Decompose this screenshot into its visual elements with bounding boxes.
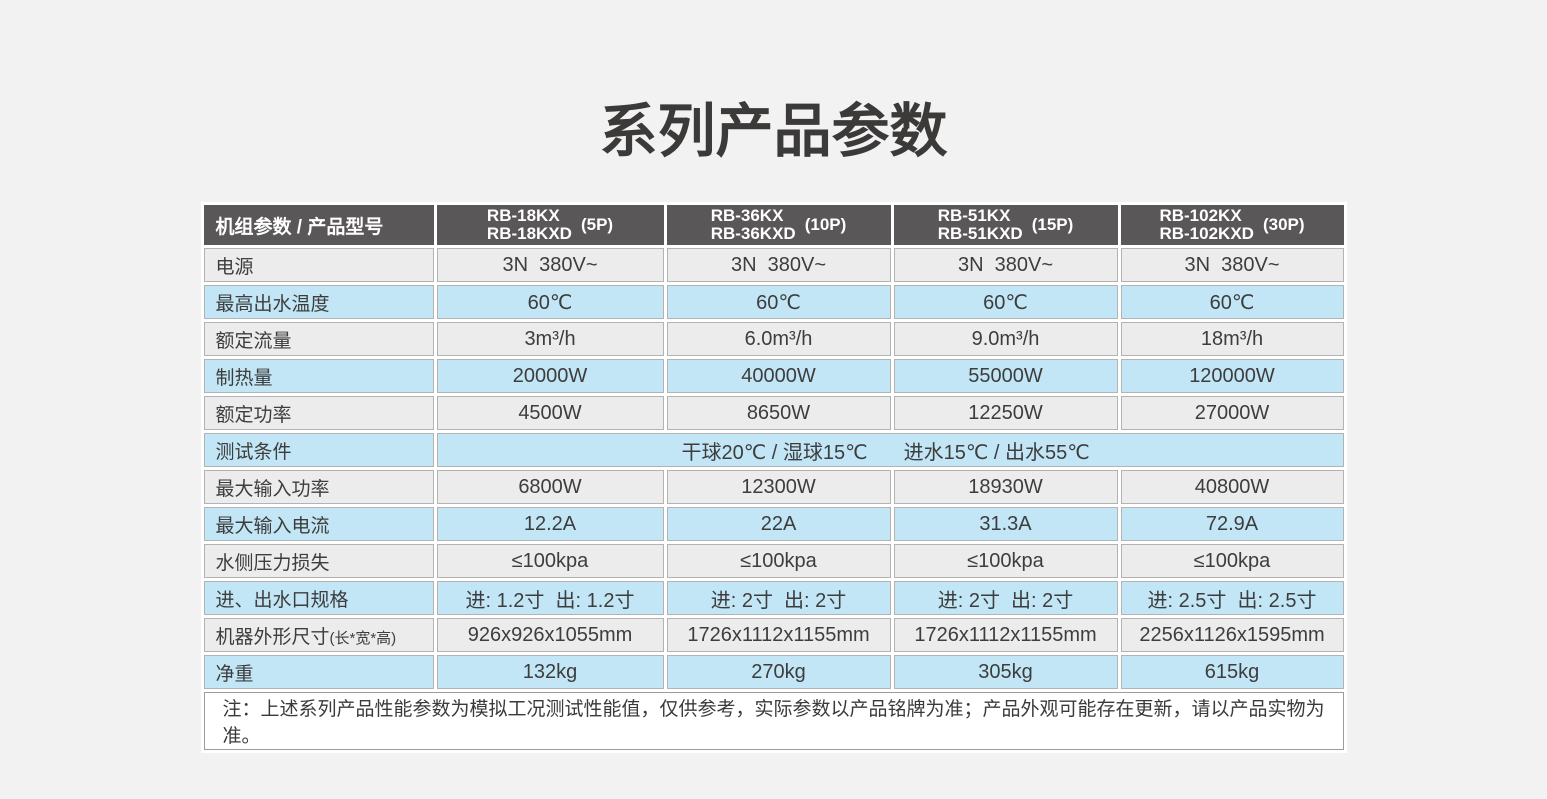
- param-value: 18m³/h: [1120, 322, 1344, 356]
- param-value: 31.3A: [893, 507, 1118, 541]
- param-label: 最大输入电流: [203, 507, 434, 541]
- param-value: 60℃: [893, 285, 1118, 319]
- table-row: 测试条件 干球20℃ / 湿球15℃ 进水15℃ / 出水55℃: [203, 433, 1344, 467]
- table-row: 水侧压力损失 ≤100kpa ≤100kpa ≤100kpa ≤100kpa: [203, 544, 1344, 578]
- param-value: 8650W: [666, 396, 891, 430]
- param-value: 4500W: [436, 396, 664, 430]
- param-value: 20000W: [436, 359, 664, 393]
- param-value: 27000W: [1120, 396, 1344, 430]
- param-value: 22A: [666, 507, 891, 541]
- param-label: 进、出水口规格: [203, 581, 434, 615]
- param-value: 2256x1126x1595mm: [1120, 618, 1344, 652]
- param-label: 水侧压力损失: [203, 544, 434, 578]
- note-row: 注：上述系列产品性能参数为模拟工况测试性能值，仅供参考，实际参数以产品铭牌为准；…: [203, 692, 1344, 750]
- param-value: 615kg: [1120, 655, 1344, 689]
- param-value: 305kg: [893, 655, 1118, 689]
- table-body: 电源 3N 380V~ 3N 380V~ 3N 380V~ 3N 380V~ 最高出水温度…: [203, 248, 1344, 689]
- param-value: 12300W: [666, 470, 891, 504]
- param-value: ≤100kpa: [893, 544, 1118, 578]
- param-value: 进: 2寸 出: 2寸: [893, 581, 1118, 615]
- param-label: 测试条件: [203, 433, 434, 467]
- model-names: RB-51KX RB-51KXD: [937, 206, 1023, 243]
- param-value: ≤100kpa: [436, 544, 664, 578]
- param-value: 3m³/h: [436, 322, 664, 356]
- param-value: 60℃: [436, 285, 664, 319]
- model-capacity: (30P): [1262, 215, 1305, 234]
- param-value: 3N 380V~: [436, 248, 664, 282]
- param-label: 最大输入功率: [203, 470, 434, 504]
- param-label-suffix: (长*宽*高): [329, 629, 397, 647]
- model-header: RB-102KX RB-102KXD (30P): [1120, 205, 1344, 245]
- param-value: 55000W: [893, 359, 1118, 393]
- corner-header: 机组参数 / 产品型号: [203, 205, 434, 245]
- param-label: 净重: [203, 655, 434, 689]
- param-value: ≤100kpa: [666, 544, 891, 578]
- param-value: 18930W: [893, 470, 1118, 504]
- table-row: 进、出水口规格 进: 1.2寸 出: 1.2寸 进: 2寸 出: 2寸 进: 2寸 出…: [203, 581, 1344, 615]
- param-value: 60℃: [666, 285, 891, 319]
- model-header: RB-51KX RB-51KXD (15P): [893, 205, 1118, 245]
- param-label: 电源: [203, 248, 434, 282]
- param-value: 进: 1.2寸 出: 1.2寸: [436, 581, 664, 615]
- param-value: 132kg: [436, 655, 664, 689]
- model-header: RB-36KX RB-36KXD (10P): [666, 205, 891, 245]
- model-names: RB-36KX RB-36KXD: [710, 206, 796, 243]
- table-row: 最高出水温度 60℃ 60℃ 60℃ 60℃: [203, 285, 1344, 319]
- param-value: 926x926x1055mm: [436, 618, 664, 652]
- param-value: 9.0m³/h: [893, 322, 1118, 356]
- param-value: 6.0m³/h: [666, 322, 891, 356]
- param-value: 进: 2.5寸 出: 2.5寸: [1120, 581, 1344, 615]
- param-value: 6800W: [436, 470, 664, 504]
- param-value: 12250W: [893, 396, 1118, 430]
- param-value: 3N 380V~: [893, 248, 1118, 282]
- table-row: 最大输入功率 6800W 12300W 18930W 40800W: [203, 470, 1344, 504]
- model-capacity: (10P): [804, 215, 847, 234]
- table-row: 额定流量 3m³/h 6.0m³/h 9.0m³/h 18m³/h: [203, 322, 1344, 356]
- param-label: 额定流量: [203, 322, 434, 356]
- param-label: 制热量: [203, 359, 434, 393]
- param-value: 进: 2寸 出: 2寸: [666, 581, 891, 615]
- model-capacity: (15P): [1031, 215, 1074, 234]
- param-value: 270kg: [666, 655, 891, 689]
- param-value: 60℃: [1120, 285, 1344, 319]
- header-row: 机组参数 / 产品型号 RB-18KX RB-18KXD (5P) RB-36KX RB…: [203, 205, 1344, 245]
- param-value: 3N 380V~: [1120, 248, 1344, 282]
- param-label: 额定功率: [203, 396, 434, 430]
- param-label: 机器外形尺寸(长*宽*高): [203, 618, 434, 652]
- model-capacity: (5P): [580, 215, 614, 234]
- param-value: 1726x1112x1155mm: [666, 618, 891, 652]
- param-value: 12.2A: [436, 507, 664, 541]
- param-label: 最高出水温度: [203, 285, 434, 319]
- model-header: RB-18KX RB-18KXD (5P): [436, 205, 664, 245]
- param-value: 40800W: [1120, 470, 1344, 504]
- param-value-merged: 干球20℃ / 湿球15℃ 进水15℃ / 出水55℃: [436, 433, 1344, 467]
- table-row: 净重 132kg 270kg 305kg 615kg: [203, 655, 1344, 689]
- table-row: 电源 3N 380V~ 3N 380V~ 3N 380V~ 3N 380V~: [203, 248, 1344, 282]
- table-row: 制热量 20000W 40000W 55000W 120000W: [203, 359, 1344, 393]
- param-value: 1726x1112x1155mm: [893, 618, 1118, 652]
- table-row: 额定功率 4500W 8650W 12250W 27000W: [203, 396, 1344, 430]
- table-row: 机器外形尺寸(长*宽*高) 926x926x1055mm 1726x1112x115…: [203, 618, 1344, 652]
- param-value: ≤100kpa: [1120, 544, 1344, 578]
- table-row: 最大输入电流 12.2A 22A 31.3A 72.9A: [203, 507, 1344, 541]
- param-value: 120000W: [1120, 359, 1344, 393]
- param-value: 3N 380V~: [666, 248, 891, 282]
- model-names: RB-18KX RB-18KXD: [486, 206, 572, 243]
- param-value: 72.9A: [1120, 507, 1344, 541]
- model-names: RB-102KX RB-102KXD: [1159, 206, 1254, 243]
- param-value: 40000W: [666, 359, 891, 393]
- page-title: 系列产品参数: [599, 99, 948, 164]
- product-spec-table: 机组参数 / 产品型号 RB-18KX RB-18KXD (5P) RB-36KX RB…: [200, 202, 1347, 753]
- note-text: 注：上述系列产品性能参数为模拟工况测试性能值，仅供参考，实际参数以产品铭牌为准；…: [203, 692, 1344, 750]
